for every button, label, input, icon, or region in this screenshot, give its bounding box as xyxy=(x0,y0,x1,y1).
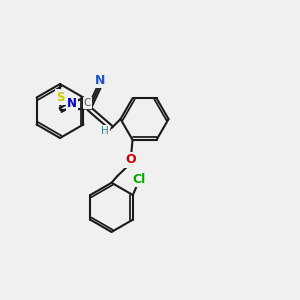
Text: Cl: Cl xyxy=(132,172,146,186)
Text: N: N xyxy=(95,74,105,87)
Text: H: H xyxy=(101,126,109,136)
Text: N: N xyxy=(67,97,77,110)
Text: C: C xyxy=(84,98,91,108)
Text: O: O xyxy=(126,153,136,167)
Text: S: S xyxy=(56,91,64,103)
